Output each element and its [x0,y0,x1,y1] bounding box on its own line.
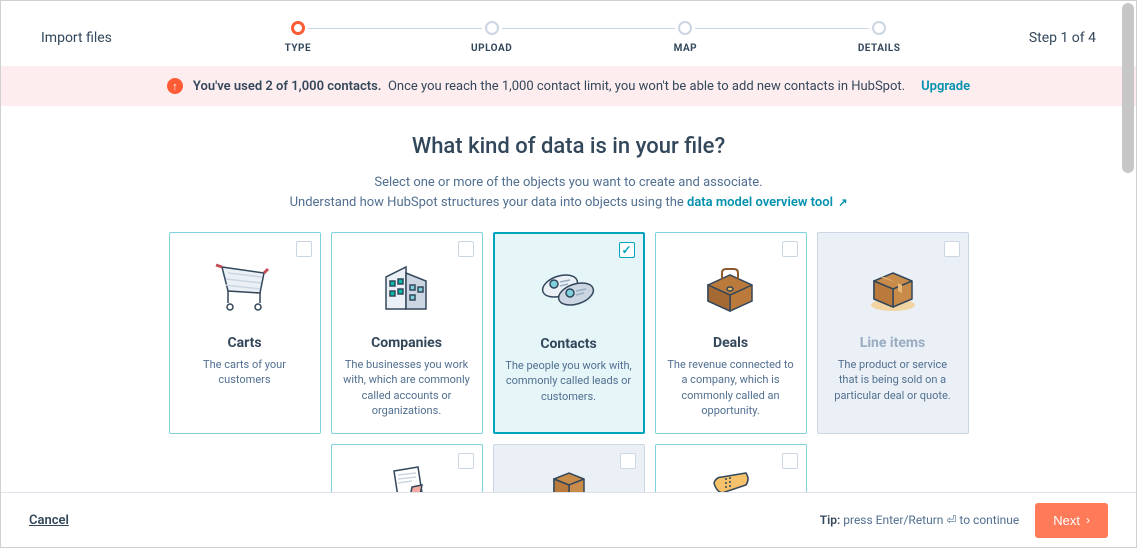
card-title: Contacts [540,336,596,352]
contacts-icon [534,254,604,324]
tip-text: Tip: press Enter/Return ⏎ to continue [820,513,1020,527]
checkbox-icon[interactable] [458,241,474,257]
cart-icon [210,253,280,323]
step-circle-icon [485,21,499,35]
chevron-right-icon: › [1086,513,1090,527]
progress-stepper: TYPE UPLOAD MAP DETAILS [201,21,976,54]
banner-strong: You've used 2 of 1,000 contacts. [193,79,382,94]
card-desc: The people you work with, commonly calle… [505,358,633,404]
step-circle-icon [291,21,305,35]
page-title: Import files [41,30,201,46]
document-icon [372,463,442,492]
step-label: TYPE [285,43,312,54]
tip-body: press Enter/Return ⏎ to continue [843,513,1019,527]
grid-spacer [817,444,969,492]
main-sub2: Understand how HubSpot structures your d… [41,193,1096,213]
card-title: Deals [713,335,748,351]
card-companies[interactable]: Companies The businesses you work with, … [331,232,483,434]
card-title: Line items [860,335,926,351]
card-desc: The carts of your customers [180,357,310,388]
card-deals[interactable]: Deals The revenue connected to a company… [655,232,807,434]
briefcase-icon [696,253,766,323]
cancel-button[interactable]: Cancel [29,513,69,528]
step-details: DETAILS [782,21,976,54]
step-circle-icon [678,21,692,35]
checkbox-icon[interactable] [619,242,635,258]
scroll-area[interactable]: Import files TYPE UPLOAD MAP DETAILS Ste… [1,1,1136,492]
card-desc: The revenue connected to a company, whic… [666,357,796,419]
step-label: MAP [674,43,698,54]
main-sub1: Select one or more of the objects you wa… [41,173,1096,193]
next-label: Next [1053,513,1080,528]
usage-banner: ↑ You've used 2 of 1,000 contacts. Once … [1,66,1136,106]
external-link-icon: ↗ [838,196,847,209]
step-label: UPLOAD [471,43,512,54]
main-sub2-prefix: Understand how HubSpot structures your d… [290,195,687,210]
checkbox-icon[interactable] [782,453,798,469]
footer-bar: Cancel Tip: press Enter/Return ⏎ to cont… [1,492,1136,547]
ticket-icon [696,463,766,492]
data-model-link[interactable]: data model overview tool ↗ [687,195,847,210]
checkbox-icon[interactable] [458,453,474,469]
card-title: Carts [227,335,261,351]
grid-spacer [169,444,321,492]
step-upload: UPLOAD [395,21,589,54]
card-carts[interactable]: Carts The carts of your customers [169,232,321,434]
tip-label: Tip: [820,513,841,527]
step-map: MAP [589,21,783,54]
card-line-items: Line items The product or service that i… [817,232,969,434]
card-desc: The product or service that is being sol… [828,357,958,403]
card-row2-b [493,444,645,492]
object-card-grid: Carts The carts of your customers [159,232,979,492]
package-icon [534,463,604,492]
header-row: Import files TYPE UPLOAD MAP DETAILS Ste… [1,1,1136,66]
step-count: Step 1 of 4 [976,30,1096,46]
banner-text: You've used 2 of 1,000 contacts. Once yo… [193,79,905,94]
main-heading: What kind of data is in your file? [41,134,1096,159]
main-content: What kind of data is in your file? Selec… [1,106,1136,492]
scrollbar[interactable] [1122,3,1134,173]
box-icon [858,253,928,323]
upgrade-link[interactable]: Upgrade [921,79,970,94]
card-row2-a[interactable] [331,444,483,492]
card-title: Companies [371,335,442,351]
step-type: TYPE [201,21,395,54]
step-circle-icon [872,21,886,35]
checkbox-icon [944,241,960,257]
arrow-up-icon: ↑ [167,78,183,94]
banner-body: Once you reach the 1,000 contact limit, … [388,79,905,94]
step-label: DETAILS [858,43,901,54]
card-contacts[interactable]: Contacts The people you work with, commo… [493,232,645,434]
checkbox-icon[interactable] [296,241,312,257]
card-desc: The businesses you work with, which are … [342,357,472,419]
checkbox-icon[interactable] [782,241,798,257]
checkbox-icon [620,453,636,469]
next-button[interactable]: Next › [1035,503,1108,538]
building-icon [372,253,442,323]
card-row2-c[interactable] [655,444,807,492]
